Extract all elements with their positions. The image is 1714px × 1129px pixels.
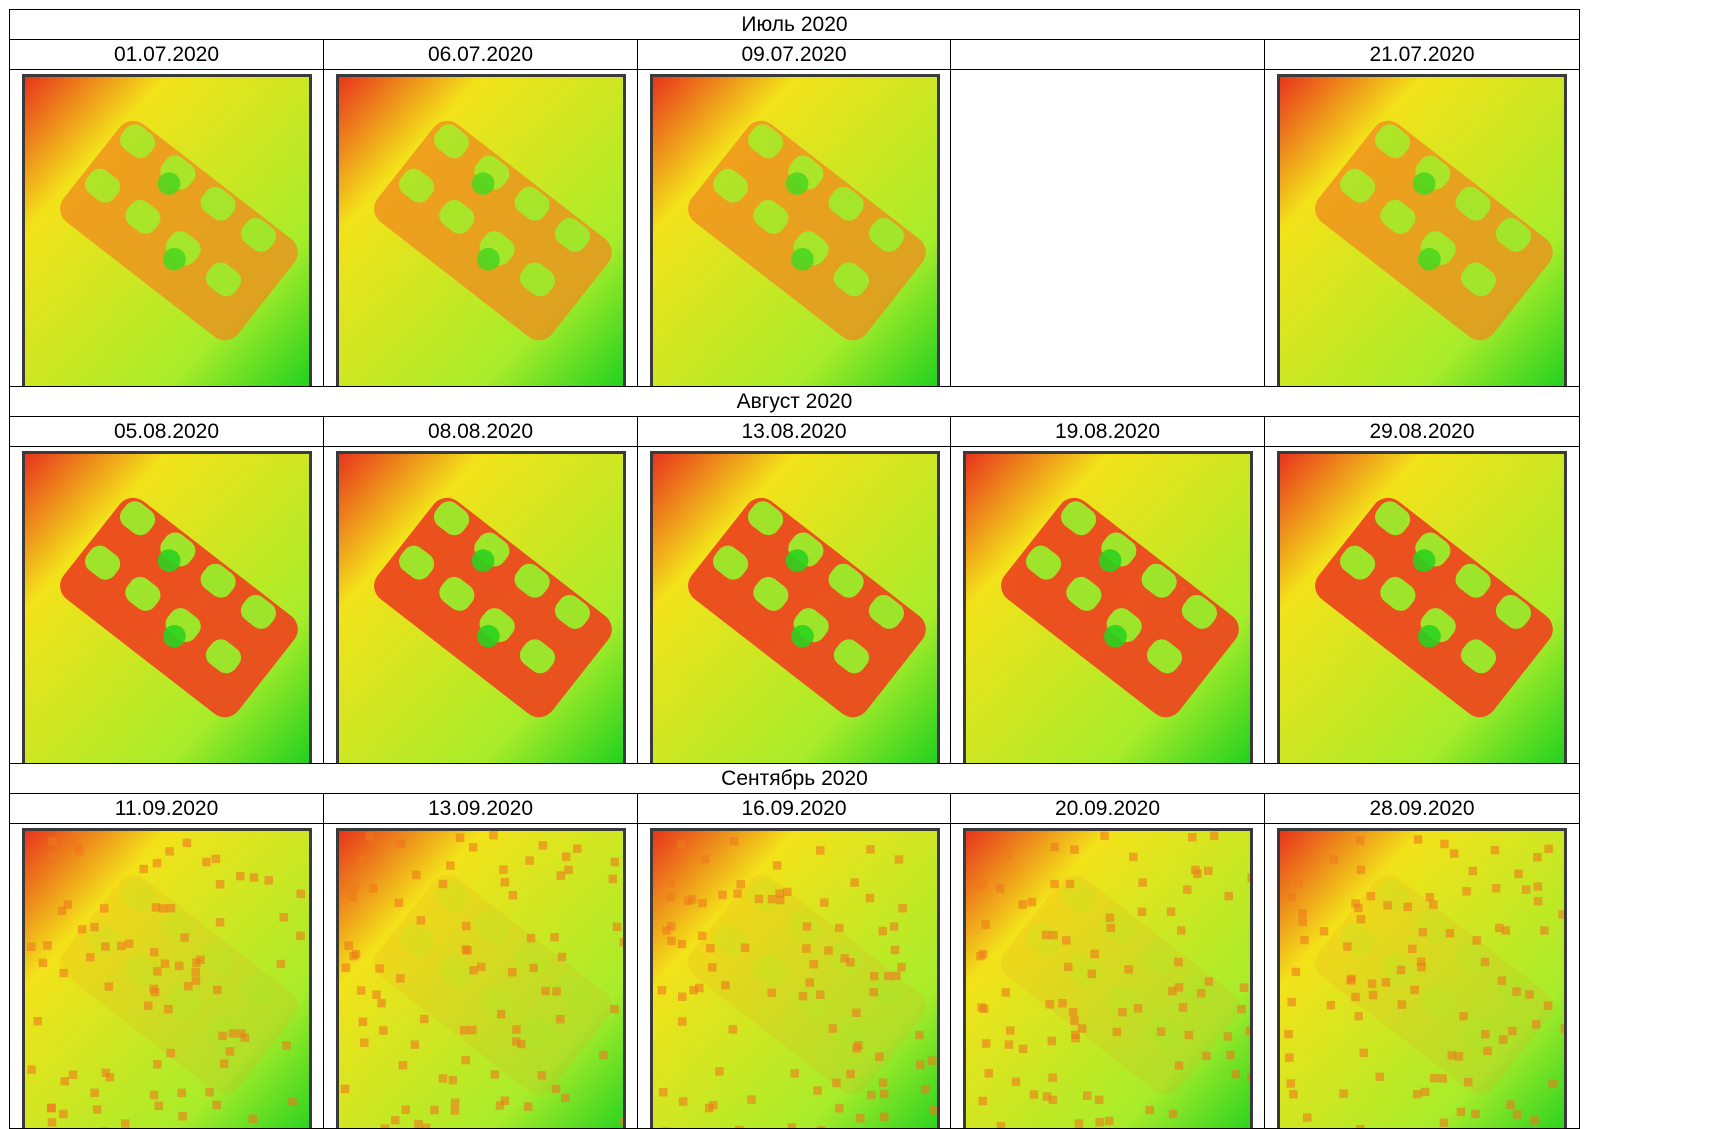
- image-cell: [9, 69, 324, 387]
- image-cell: [323, 446, 638, 764]
- date-cell: 19.08.2020: [950, 416, 1265, 447]
- ndvi-image: [336, 74, 626, 386]
- ndvi-image: [650, 451, 940, 763]
- month-header: Сентябрь 2020: [9, 763, 1580, 794]
- date-cell: 29.08.2020: [1264, 416, 1580, 447]
- image-cell: [1264, 823, 1580, 1129]
- ndvi-comparison-table: Июль 2020 01.07.2020 06.07.2020 09.07.2020 2…: [9, 9, 1580, 1129]
- ndvi-image: [1277, 451, 1567, 763]
- ndvi-image: [963, 828, 1253, 1128]
- date-cell: 20.09.2020: [950, 793, 1265, 824]
- image-cell: [637, 446, 951, 764]
- ndvi-image: [963, 451, 1253, 763]
- month-header: Июль 2020: [9, 9, 1580, 40]
- date-cell: 21.07.2020: [1264, 39, 1580, 70]
- ndvi-image: [650, 828, 940, 1128]
- image-cell: [9, 823, 324, 1129]
- date-cell: 08.08.2020: [323, 416, 638, 447]
- ndvi-image: [1277, 74, 1567, 386]
- ndvi-image: [1277, 828, 1567, 1128]
- ndvi-image: [22, 828, 312, 1128]
- ndvi-image: [22, 74, 312, 386]
- image-cell: [950, 69, 1265, 387]
- ndvi-image: [336, 828, 626, 1128]
- image-cell: [323, 823, 638, 1129]
- date-cell: 13.08.2020: [637, 416, 951, 447]
- date-cell: 16.09.2020: [637, 793, 951, 824]
- month-header: Август 2020: [9, 386, 1580, 417]
- image-cell: [1264, 446, 1580, 764]
- image-cell: [950, 823, 1265, 1129]
- ndvi-image: [336, 451, 626, 763]
- date-cell: 11.09.2020: [9, 793, 324, 824]
- date-cell: 28.09.2020: [1264, 793, 1580, 824]
- table: Июль 2020 01.07.2020 06.07.2020 09.07.2020 2…: [9, 9, 1580, 1129]
- date-cell: 06.07.2020: [323, 39, 638, 70]
- ndvi-image: [22, 451, 312, 763]
- date-cell: 09.07.2020: [637, 39, 951, 70]
- image-cell: [323, 69, 638, 387]
- image-cell: [9, 446, 324, 764]
- image-cell: [950, 446, 1265, 764]
- image-cell: [637, 823, 951, 1129]
- date-cell: 01.07.2020: [9, 39, 324, 70]
- image-cell: [1264, 69, 1580, 387]
- date-cell: 13.09.2020: [323, 793, 638, 824]
- date-cell: 05.08.2020: [9, 416, 324, 447]
- ndvi-image: [650, 74, 940, 386]
- image-cell: [637, 69, 951, 387]
- date-cell: [950, 39, 1265, 70]
